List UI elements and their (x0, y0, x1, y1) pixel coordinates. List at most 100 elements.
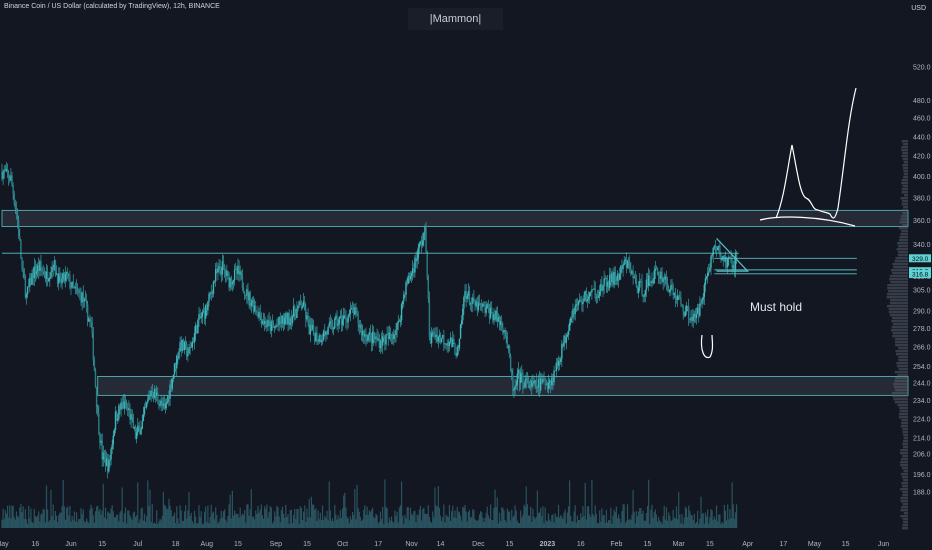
candle-body (239, 271, 241, 275)
candle-body (516, 373, 519, 385)
time-tick-label: 15 (644, 541, 652, 548)
candle (31, 269, 33, 286)
volume-bar (525, 486, 527, 528)
candle (75, 279, 78, 294)
candle-body (35, 271, 38, 275)
candle (337, 319, 339, 333)
candle-body (227, 270, 229, 274)
volume-bar (628, 519, 630, 528)
candle-body (117, 418, 119, 421)
candle-body (308, 319, 310, 335)
candle (249, 290, 251, 311)
candle (593, 280, 595, 291)
candle (190, 342, 192, 348)
price-tick-label: 214.0 (913, 436, 931, 443)
candle-body (55, 273, 58, 275)
candle (481, 299, 483, 312)
candle (564, 333, 566, 344)
candle-body (702, 296, 704, 301)
volume-bar (586, 506, 589, 528)
volume-bar (708, 523, 710, 528)
volume-bar (92, 515, 94, 528)
price-tag-label: 329.0 (912, 256, 929, 263)
volume-bar (661, 523, 663, 528)
candle (537, 374, 540, 396)
volume-bar (718, 514, 720, 528)
candle-body (551, 377, 553, 386)
candle-body (406, 282, 408, 284)
candle (127, 402, 129, 416)
candle (52, 264, 54, 277)
volume-bar (21, 512, 23, 528)
candle-body (39, 261, 41, 271)
volume-bar (264, 506, 266, 528)
sketch-bottom-hook (700, 334, 714, 359)
volume-bar (96, 506, 98, 528)
volume-bar (662, 516, 664, 528)
volume-bar (70, 521, 72, 528)
candle-body (591, 289, 593, 292)
candle-body (427, 277, 429, 299)
profile-bar (893, 383, 908, 386)
volume-bar (520, 510, 522, 528)
candle (48, 277, 50, 282)
candle (347, 313, 349, 329)
volume-bar (501, 507, 503, 528)
volume-bar (697, 510, 699, 528)
candle (643, 294, 645, 303)
volume-bar (590, 516, 592, 528)
volume-bar (213, 519, 216, 528)
candle-body (492, 312, 494, 321)
candle-body (251, 300, 254, 303)
candle-body (220, 270, 222, 275)
volume-bar (376, 515, 378, 528)
candle-body (565, 336, 568, 343)
candle (330, 317, 333, 330)
candle-body (397, 320, 399, 324)
volume-bar (131, 520, 133, 528)
volume-bar (281, 506, 284, 528)
volume-bar (665, 507, 668, 528)
candle (222, 255, 225, 271)
volume-bar (494, 489, 496, 528)
candle-body (616, 274, 619, 281)
profile-bar (901, 149, 908, 152)
candle (103, 449, 106, 463)
candle-body (324, 330, 326, 335)
candle (437, 336, 440, 349)
volume-bar (491, 520, 493, 528)
profile-bar (900, 233, 908, 236)
candle (583, 291, 585, 302)
candle-body (476, 301, 478, 311)
price-tick-label: 206.0 (913, 451, 931, 458)
candle (600, 279, 602, 297)
candle-body (566, 334, 569, 337)
candle-body (592, 289, 594, 290)
candle (200, 312, 202, 324)
profile-bar (903, 479, 908, 482)
volume-bar (642, 510, 644, 528)
volume-bar (655, 514, 658, 528)
candle-body (46, 271, 49, 282)
volume-bar (719, 514, 721, 528)
candle-body (219, 265, 221, 271)
candle (46, 265, 49, 287)
profile-bar (899, 407, 908, 410)
time-axis[interactable]: May16Jun15Jul18Aug15Sep15Oct17Nov14Dec15… (0, 541, 889, 548)
volume-bar (467, 511, 469, 528)
candle (639, 273, 641, 291)
candle-body (188, 348, 190, 354)
candle (272, 320, 275, 328)
candle-body (265, 321, 267, 328)
candle-body (445, 343, 447, 345)
candle-body (470, 303, 473, 304)
profile-bar (903, 470, 908, 473)
volume-bar (645, 513, 648, 528)
candle-body (129, 408, 131, 420)
candle (560, 356, 562, 365)
volume-bar (368, 510, 370, 528)
candle-body (434, 334, 436, 338)
candle-body (581, 301, 583, 305)
price-tag-bg (909, 254, 931, 263)
